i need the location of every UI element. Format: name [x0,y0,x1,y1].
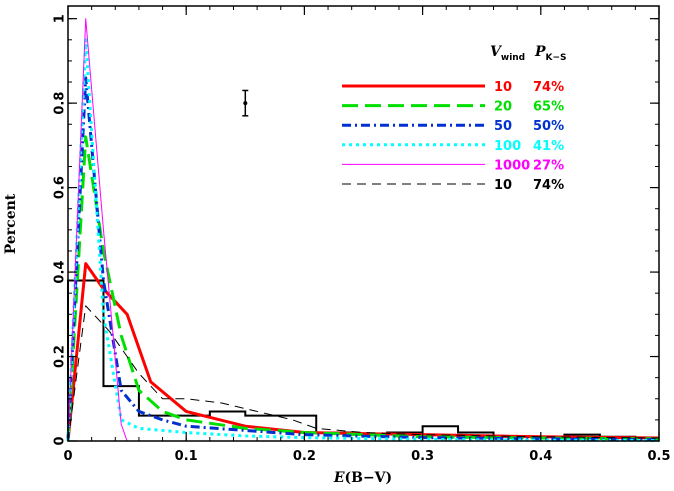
series-layer [66,18,660,443]
x-tick-label: 0 [63,449,72,464]
x-tick-label: 0.5 [647,449,670,464]
y-tick-label: 0.8 [53,92,68,115]
x-axis-title-rest: (B−V) [344,470,392,486]
legend: Vwind PK−S 10 74% 20 65% 50 50% 100 41%1000 27% 10 7… [342,44,567,193]
y-tick-label: 0.4 [53,261,68,284]
series-line-2 [66,135,660,442]
x-tick-label: 0.4 [529,449,552,464]
plot-frame [67,5,660,442]
x-tick-label: 0.1 [175,449,198,464]
series-line-5 [67,18,128,442]
y-tick-label: 0.2 [53,345,68,368]
x-axis-title-italic: E [333,470,345,486]
legend-header-vwind: Vwind [490,44,525,63]
y-tick-label: 0 [53,436,68,445]
error-bar-point [243,101,248,106]
y-tick-label: 0.6 [53,176,68,199]
legend-pks-2: 65% [533,100,564,115]
series-line-6 [67,305,660,442]
legend-pks-6: 74% [533,178,564,193]
legend-vwind-2: 20 [494,100,512,115]
histogram-outline [67,279,637,441]
legend-pks-5: 27% [533,158,564,173]
x-axis-title: E(B−V) [333,470,392,486]
legend-pks-4: 41% [533,139,564,154]
histogram-layer [67,279,637,441]
legend-vwind-4: 100 [494,139,521,154]
series-line-4 [66,38,660,443]
legend-pks-3: 50% [533,119,564,134]
legend-header-pks: PK−S [534,44,567,63]
legend-pks-1: 74% [533,80,564,95]
series-line-1 [66,262,660,442]
x-tick-label: 0.2 [293,449,316,464]
legend-vwind-5: 1000 [494,158,530,173]
ticks-layer: 0 0.1 0.2 0.3 0.4 0.5 0 0.2 0.4 0.6 0.8 1 [53,6,671,464]
y-tick-label: 1 [53,14,68,23]
legend-vwind-3: 50 [494,119,512,134]
legend-vwind-1: 10 [494,80,512,95]
y-axis-title: Percent [3,193,19,254]
x-tick-label: 0.3 [411,449,434,464]
legend-vwind-6: 10 [494,178,512,193]
error-bar-layer [242,89,249,117]
